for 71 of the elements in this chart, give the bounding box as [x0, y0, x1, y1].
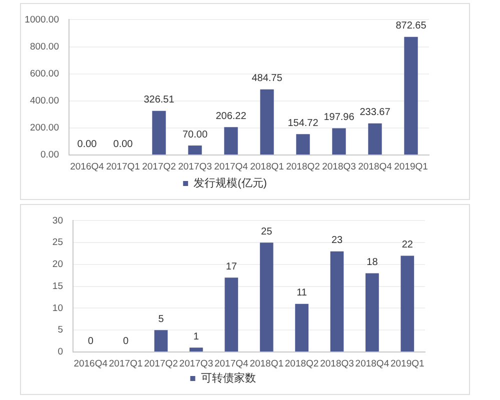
y-tick-label: 200.00 [30, 122, 59, 134]
x-tick-label: 2018Q4 [355, 358, 390, 370]
data-label: 0 [88, 336, 94, 347]
x-tick-label: 2018Q4 [358, 161, 392, 172]
data-label: 22 [402, 239, 414, 250]
data-label: 872.65 [396, 20, 427, 32]
data-label: 1 [193, 331, 200, 342]
x-tick-label: 2019Q1 [394, 161, 428, 172]
x-tick-label: 2018Q1 [250, 161, 284, 172]
x-tick-label: 2018Q1 [250, 358, 284, 370]
bar [400, 256, 414, 352]
data-label: 17 [226, 261, 238, 272]
x-tick-label: 2016Q4 [74, 358, 108, 370]
data-label: 0 [123, 336, 130, 347]
bar [366, 273, 379, 352]
y-tick-label: 25 [52, 237, 63, 248]
y-tick-label: 5 [58, 324, 63, 336]
data-label: 25 [261, 226, 273, 238]
y-tick-label: 10 [52, 302, 63, 314]
x-tick-label: 2017Q2 [142, 161, 176, 172]
legend-label: 发行规模(亿元) [194, 178, 267, 190]
y-tick-label: 30 [52, 215, 63, 226]
data-label: 23 [331, 235, 343, 246]
x-tick-label: 2017Q1 [106, 161, 140, 172]
data-label: 18 [366, 256, 378, 268]
x-tick-label: 2017Q2 [144, 358, 178, 370]
y-tick-label: 20 [52, 259, 63, 270]
bar [154, 330, 168, 352]
y-tick-label: 15 [52, 280, 63, 292]
bar [368, 123, 382, 154]
bar [224, 278, 238, 352]
bar [330, 251, 344, 352]
bar [404, 36, 418, 154]
y-tick-label: 400.00 [30, 96, 59, 107]
x-tick-label: 2016Q4 [70, 161, 104, 172]
data-label: 154.72 [288, 118, 319, 129]
data-label: 5 [158, 314, 164, 325]
x-tick-label: 2019Q1 [390, 358, 424, 370]
data-label: 11 [296, 288, 308, 299]
data-label: 70.00 [182, 129, 208, 140]
bar [260, 89, 274, 154]
data-label: 484.75 [252, 73, 283, 84]
x-tick-label: 2017Q3 [178, 161, 212, 172]
x-tick-label: 2017Q4 [214, 358, 248, 370]
data-label: 197.96 [324, 112, 355, 123]
x-tick-label: 2018Q3 [320, 358, 354, 370]
data-label: 0.00 [113, 138, 134, 150]
bar [296, 134, 310, 154]
bar [152, 110, 166, 154]
y-tick-label: 600.00 [30, 68, 59, 80]
x-tick-label: 2018Q3 [322, 161, 356, 172]
y-tick-label: 1000.00 [24, 14, 59, 26]
bar [188, 146, 202, 154]
bar [295, 304, 308, 352]
x-tick-label: 2018Q2 [284, 358, 319, 370]
data-label: 233.67 [360, 107, 391, 118]
y-tick-label: 0 [58, 346, 63, 358]
legend-label: 可转债家数 [200, 372, 256, 385]
x-tick-label: 2017Q3 [179, 358, 214, 370]
y-tick-label: 0.00 [40, 150, 59, 161]
bar [332, 128, 346, 154]
data-label: 326.51 [144, 94, 175, 106]
bar [190, 348, 203, 352]
y-tick-label: 800.00 [30, 41, 59, 52]
x-tick-label: 2018Q2 [286, 161, 320, 172]
x-tick-label: 2017Q4 [214, 161, 248, 172]
data-label: 206.22 [216, 110, 247, 122]
data-label: 0.00 [77, 138, 98, 150]
bar [224, 127, 238, 154]
x-tick-label: 2017Q1 [108, 358, 143, 370]
bar [260, 242, 274, 352]
